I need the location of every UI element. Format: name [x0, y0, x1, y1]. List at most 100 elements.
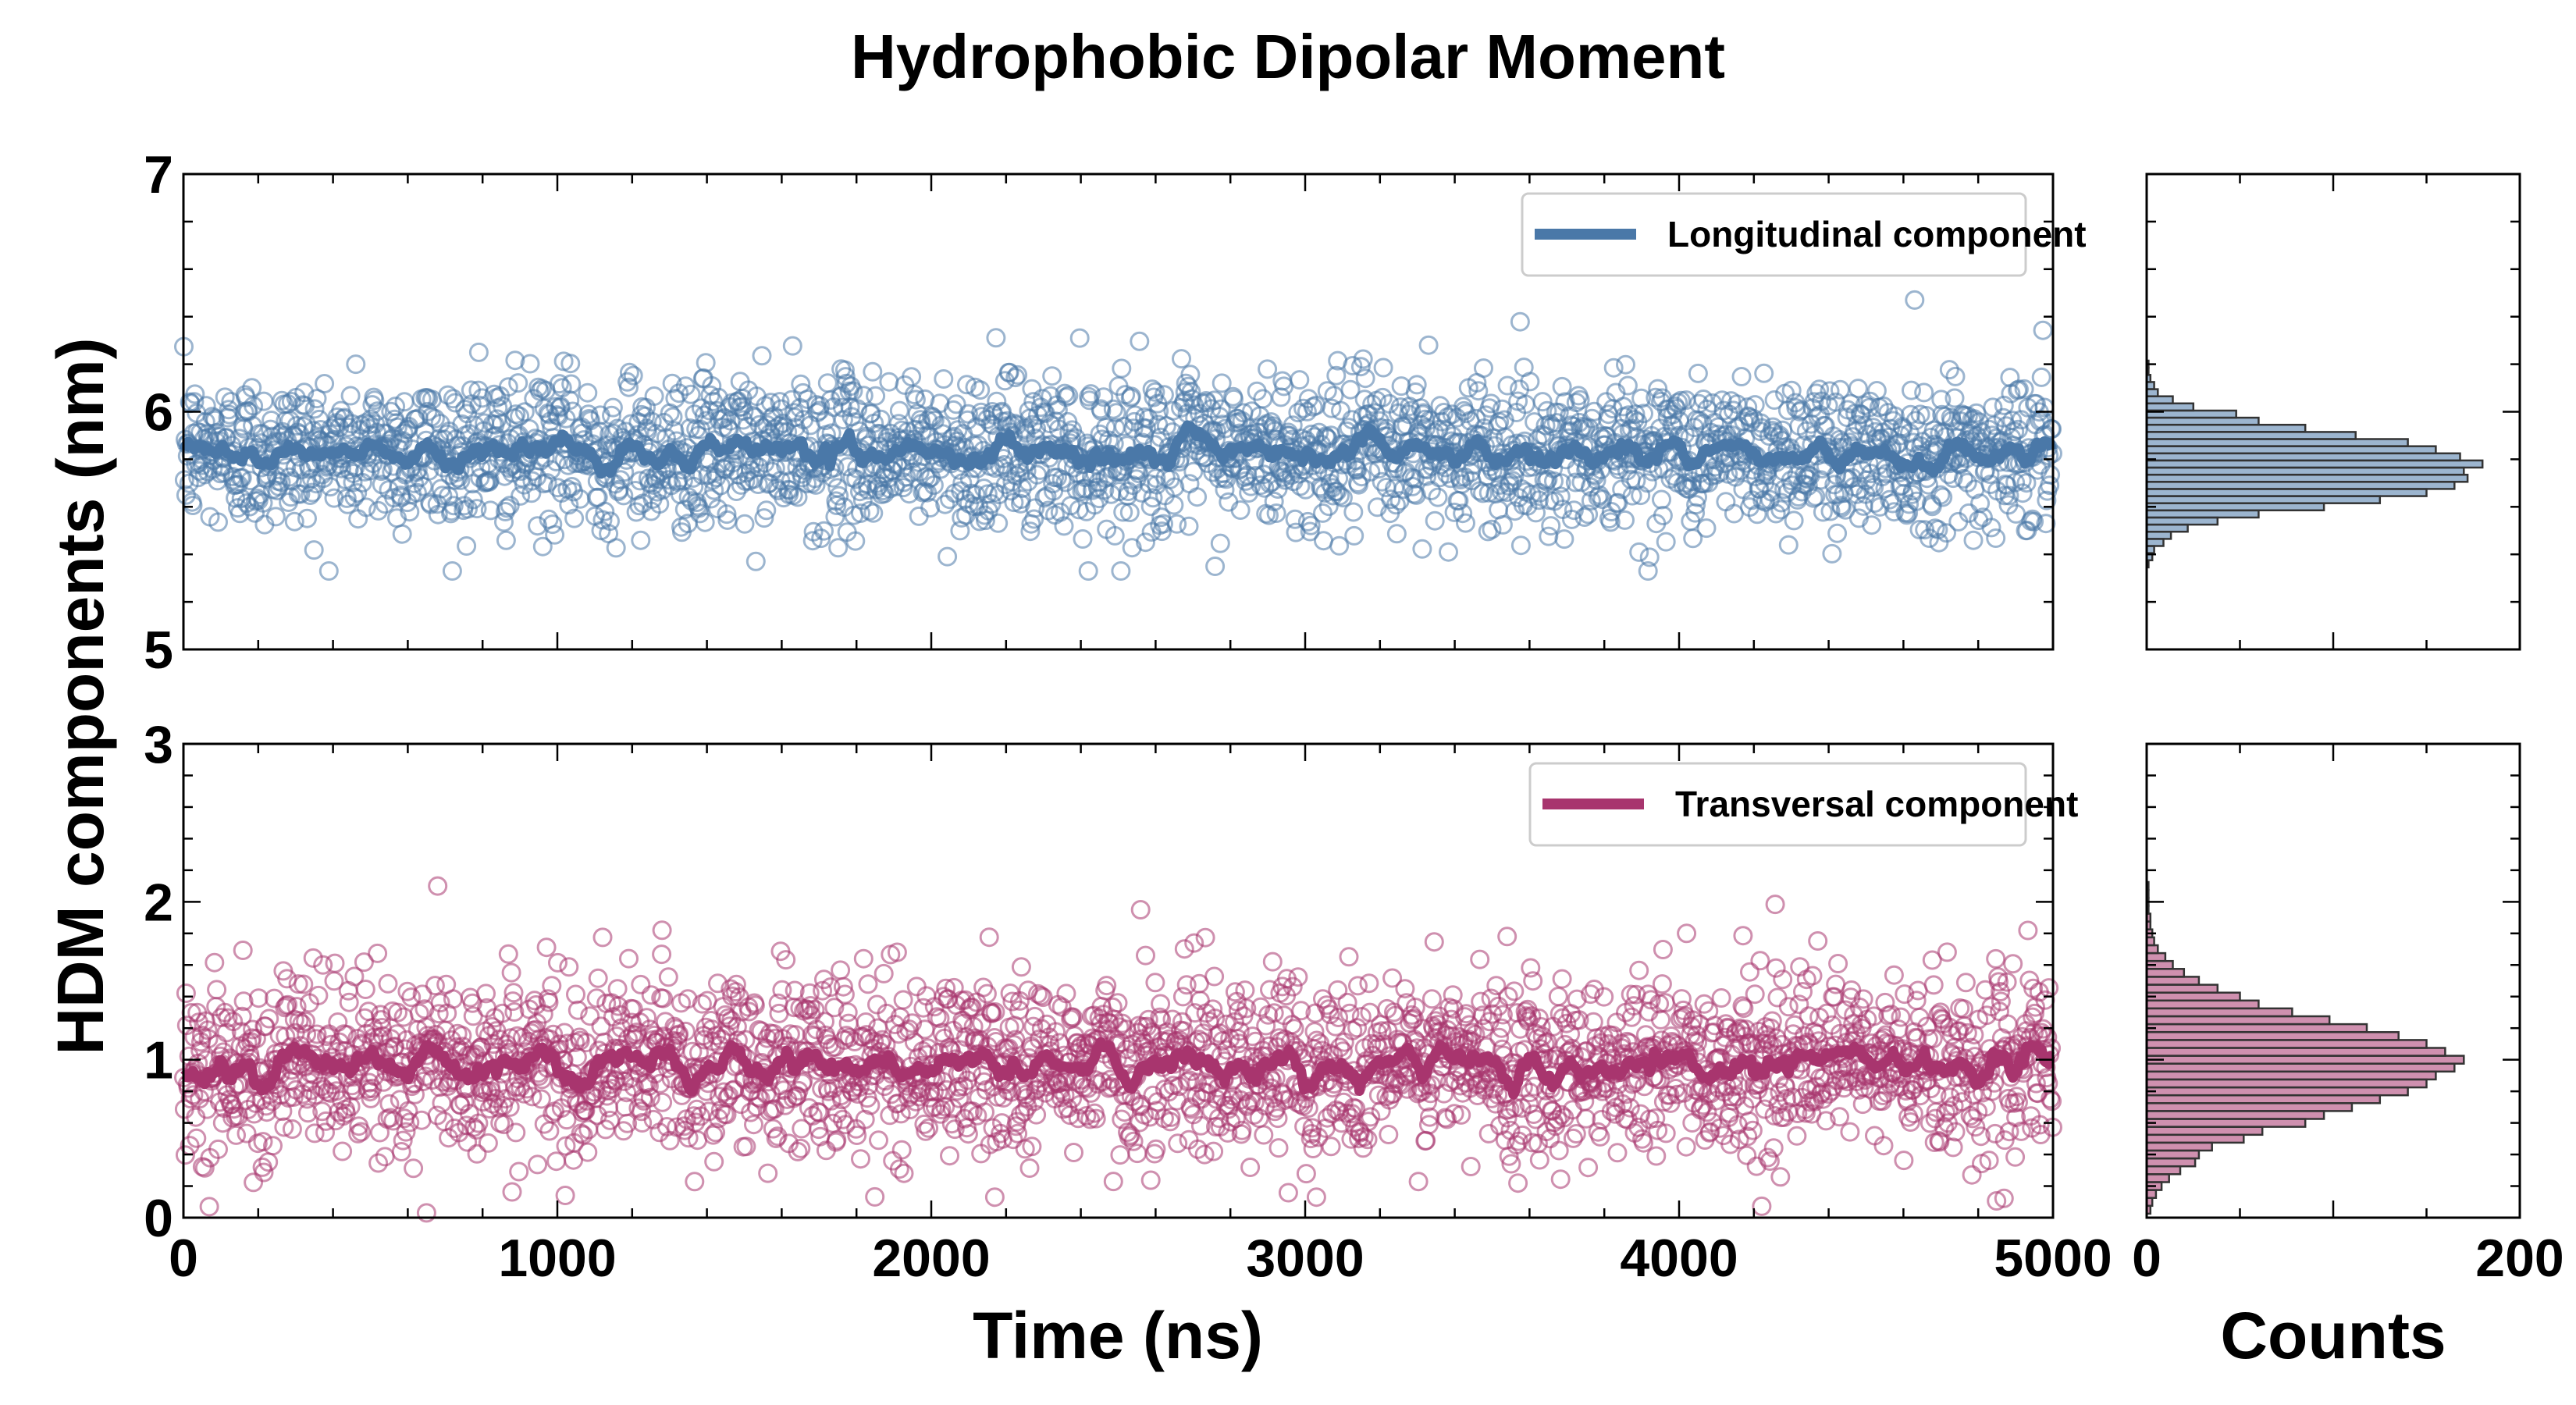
data-point: [257, 1102, 277, 1122]
data-point: [909, 506, 929, 526]
data-point: [946, 394, 966, 414]
data-point: [1020, 521, 1041, 542]
data-point: [1787, 1126, 1807, 1146]
data-point: [510, 406, 530, 426]
data-point: [508, 373, 528, 393]
data-point: [866, 386, 886, 406]
data-point: [1230, 500, 1251, 520]
data-point: [1939, 360, 1959, 380]
data-point: [1686, 495, 1706, 515]
data-point: [1767, 987, 1788, 1008]
data-point: [619, 362, 639, 382]
data-point: [1520, 372, 1540, 392]
data-point: [564, 508, 585, 528]
data-point: [1532, 392, 1553, 412]
longitudinal-legend-box: [1521, 192, 2027, 277]
data-point: [1754, 363, 1774, 383]
data-point: [462, 993, 482, 1013]
data-point: [617, 1113, 638, 1133]
data-point: [1752, 1196, 1772, 1216]
data-point: [1564, 500, 1584, 521]
data-point: [845, 531, 866, 551]
data-point: [454, 1092, 475, 1112]
data-point: [1172, 349, 1191, 369]
data-point: [1803, 488, 1823, 508]
data-point: [1693, 389, 1713, 409]
data-point: [503, 983, 524, 1003]
data-point: [1300, 515, 1321, 535]
data-point: [1408, 1172, 1429, 1192]
data-point: [681, 384, 701, 404]
data-point: [1809, 379, 1830, 400]
data-point: [542, 976, 562, 996]
data-point: [1930, 485, 1951, 505]
data-point: [433, 1072, 454, 1092]
data-point: [1434, 403, 1454, 422]
data-point: [348, 1123, 368, 1144]
data-point: [286, 997, 307, 1017]
data-point: [396, 1122, 416, 1142]
data-point: [530, 381, 550, 401]
data-point: [2012, 483, 2033, 503]
data-point: [2036, 514, 2056, 534]
data-point: [2000, 368, 2020, 388]
data-point: [304, 540, 324, 560]
data-point: [1481, 393, 1501, 414]
data-point: [505, 350, 525, 371]
data-point: [2031, 367, 2051, 387]
data-point: [333, 1141, 353, 1161]
data-point: [380, 1108, 400, 1128]
data-point: [675, 1021, 696, 1041]
data-point: [208, 512, 228, 532]
data-point: [1059, 386, 1079, 406]
data-point: [979, 927, 999, 948]
data-point: [649, 494, 670, 514]
data-point: [401, 987, 422, 1008]
data-point: [1119, 503, 1140, 522]
data-point: [281, 392, 301, 411]
data-point: [940, 1146, 959, 1166]
data-point: [782, 336, 802, 356]
data-point: [1344, 525, 1364, 546]
data-point: [988, 513, 1009, 533]
data-point: [592, 927, 613, 948]
data-point: [1552, 969, 1572, 989]
data-point: [923, 475, 944, 495]
data-point: [294, 382, 315, 403]
data-point: [457, 536, 477, 556]
data-point: [588, 968, 608, 988]
data-point: [1873, 1136, 1894, 1156]
data-point: [1453, 503, 1473, 524]
data-point: [1022, 379, 1042, 399]
data-point: [1901, 404, 1920, 425]
data-point: [2008, 379, 2029, 400]
data-point: [1262, 951, 1283, 972]
data-point: [735, 514, 755, 534]
data-point: [307, 389, 327, 409]
data-point: [920, 498, 941, 518]
data-point: [1418, 335, 1439, 355]
data-point: [502, 1182, 522, 1202]
data-point: [467, 499, 487, 519]
data-point: [237, 1123, 257, 1144]
data-point: [1646, 387, 1666, 407]
data-point: [313, 955, 333, 975]
data-point: [695, 512, 715, 532]
data-point: [1439, 542, 1458, 562]
data-point: [1205, 557, 1226, 576]
data-point: [1179, 516, 1199, 536]
data-point: [298, 1103, 318, 1123]
data-point: [1552, 376, 1572, 397]
data-point: [1145, 382, 1165, 402]
data-point: [1024, 509, 1044, 529]
data-point: [1914, 382, 1934, 403]
data-point: [2008, 419, 2028, 439]
data-point: [409, 468, 429, 488]
data-point: [1444, 502, 1464, 522]
data-point: [1905, 411, 1926, 431]
data-point: [652, 944, 672, 965]
data-point: [1822, 543, 1842, 564]
data-point: [1933, 487, 1953, 507]
data-point: [1210, 533, 1230, 553]
data-point: [1541, 516, 1561, 536]
